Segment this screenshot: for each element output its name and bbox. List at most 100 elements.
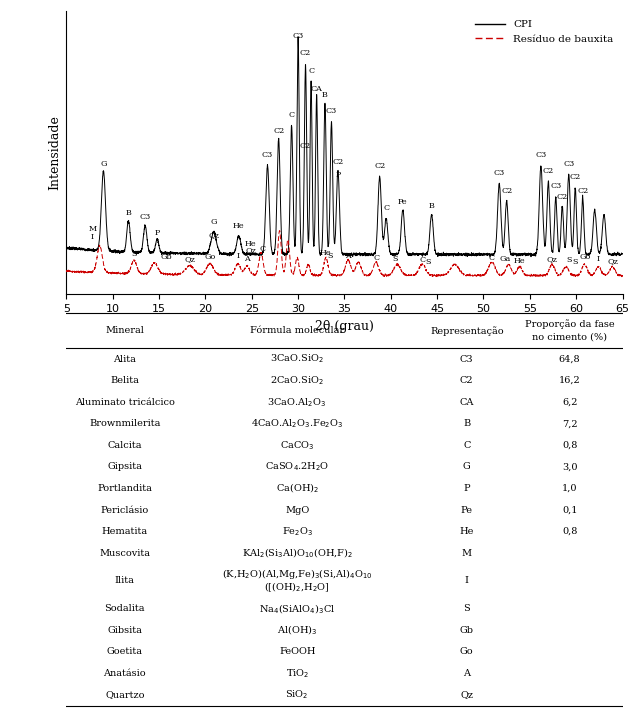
Text: Anatásio: Anatásio <box>104 669 146 678</box>
Text: S: S <box>392 255 398 263</box>
Text: Go: Go <box>204 253 216 261</box>
Text: G: G <box>463 462 471 472</box>
Text: C2: C2 <box>300 49 311 58</box>
Text: 3,0: 3,0 <box>562 462 578 472</box>
Text: He: He <box>233 222 245 230</box>
Text: Sodalita: Sodalita <box>104 604 145 613</box>
Text: C3: C3 <box>262 151 273 159</box>
Text: 16,2: 16,2 <box>559 376 581 385</box>
Text: He: He <box>459 527 474 536</box>
Text: Go: Go <box>460 647 473 657</box>
Text: Qz: Qz <box>460 690 473 700</box>
Text: Mineral: Mineral <box>106 326 144 335</box>
Text: C2: C2 <box>460 376 473 385</box>
Text: Al(OH)$_3$: Al(OH)$_3$ <box>277 624 317 637</box>
Text: Fe$_2$O$_3$: Fe$_2$O$_3$ <box>282 525 313 538</box>
Text: C2: C2 <box>501 186 513 194</box>
Text: 0,1: 0,1 <box>562 505 578 515</box>
Text: Hematita: Hematita <box>102 527 148 536</box>
Text: P: P <box>336 171 341 179</box>
Text: Qz: Qz <box>608 257 619 265</box>
Text: He: He <box>514 257 525 265</box>
Text: Pe: Pe <box>461 505 473 515</box>
Text: 2CaO.SiO$_2$: 2CaO.SiO$_2$ <box>270 374 324 387</box>
Text: C2: C2 <box>374 162 386 170</box>
Text: B: B <box>126 209 131 217</box>
Text: Na$_4$(SiAlO$_4$)$_3$Cl: Na$_4$(SiAlO$_4$)$_3$Cl <box>259 602 336 616</box>
Text: no cimento (%): no cimento (%) <box>532 333 607 341</box>
Text: G: G <box>100 160 107 168</box>
Text: C3: C3 <box>326 107 337 115</box>
Text: C3: C3 <box>494 169 505 177</box>
Text: Qz: Qz <box>184 255 195 263</box>
Text: Ca(OH)$_2$: Ca(OH)$_2$ <box>276 482 319 495</box>
Text: C3: C3 <box>293 32 304 40</box>
Text: P: P <box>463 484 470 493</box>
Text: TiO$_2$: TiO$_2$ <box>286 667 309 680</box>
Text: C: C <box>374 253 380 261</box>
Text: 6,2: 6,2 <box>562 397 578 407</box>
X-axis label: 2θ (grau): 2θ (grau) <box>315 320 374 333</box>
Text: A: A <box>345 253 351 261</box>
Text: C2: C2 <box>569 174 581 181</box>
Text: C3: C3 <box>563 160 574 168</box>
Text: M: M <box>88 225 96 233</box>
Text: 0,8: 0,8 <box>562 441 578 450</box>
Text: CaCO$_3$: CaCO$_3$ <box>280 439 315 451</box>
Text: Periclásio: Periclásio <box>100 505 149 515</box>
Text: B: B <box>463 419 470 428</box>
Text: S: S <box>328 253 333 261</box>
Text: MgO: MgO <box>285 505 309 515</box>
Text: I: I <box>236 253 240 261</box>
Text: I: I <box>465 577 469 585</box>
Text: C: C <box>383 204 389 212</box>
Text: Qz: Qz <box>209 231 219 239</box>
Text: B: B <box>322 91 328 99</box>
Text: He: He <box>319 248 331 256</box>
Legend: CPI, Resíduo de bauxita: CPI, Resíduo de bauxita <box>471 16 617 48</box>
Text: C2: C2 <box>332 158 344 166</box>
Text: CA: CA <box>311 85 322 93</box>
Text: C: C <box>489 253 495 261</box>
Text: A: A <box>244 255 250 263</box>
Text: CA: CA <box>459 397 474 407</box>
Text: C: C <box>463 441 470 450</box>
Text: KAl$_2$(Si$_3$Al)O$_{10}$(OH,F)$_2$: KAl$_2$(Si$_3$Al)O$_{10}$(OH,F)$_2$ <box>241 546 353 560</box>
Text: Alita: Alita <box>113 354 136 364</box>
Text: C2: C2 <box>557 193 568 202</box>
Text: S: S <box>463 604 470 613</box>
Text: C: C <box>419 256 425 264</box>
Text: Ga: Ga <box>499 256 511 264</box>
Text: Goetita: Goetita <box>107 647 143 657</box>
Text: Pe: Pe <box>398 198 408 206</box>
Text: C2: C2 <box>273 127 284 135</box>
Y-axis label: Intensidade: Intensidade <box>48 115 61 190</box>
Text: C: C <box>308 67 314 75</box>
Text: S: S <box>131 251 137 258</box>
Text: Gb: Gb <box>161 253 173 261</box>
Text: C: C <box>260 245 266 253</box>
Text: G: G <box>210 217 217 225</box>
Text: Calcita: Calcita <box>107 441 142 450</box>
Text: P: P <box>155 229 160 237</box>
Text: C2: C2 <box>577 186 588 194</box>
Text: B: B <box>428 202 435 210</box>
Text: Gipsita: Gipsita <box>107 462 142 472</box>
Text: C3: C3 <box>460 354 473 364</box>
Text: C3: C3 <box>550 182 561 190</box>
Text: Ilita: Ilita <box>115 577 135 585</box>
Text: I: I <box>91 233 94 241</box>
Text: Go: Go <box>580 253 591 261</box>
Text: S: S <box>425 258 430 266</box>
Text: CaSO$_4$.2H$_2$O: CaSO$_4$.2H$_2$O <box>265 461 329 473</box>
Text: S: S <box>573 258 578 266</box>
Text: Qz: Qz <box>547 256 557 264</box>
Text: Muscovita: Muscovita <box>99 549 150 558</box>
Text: Representação: Representação <box>430 325 504 336</box>
Text: Proporção da fase: Proporção da fase <box>525 320 614 329</box>
Text: Gb: Gb <box>460 626 474 635</box>
Text: Gibsita: Gibsita <box>107 626 142 635</box>
Text: Aluminato tricálcico: Aluminato tricálcico <box>75 397 174 407</box>
Text: 4CaO.Al$_2$O$_3$.Fe$_2$O$_3$: 4CaO.Al$_2$O$_3$.Fe$_2$O$_3$ <box>251 418 343 430</box>
Text: ([(OH)$_2$,H$_2$O]: ([(OH)$_2$,H$_2$O] <box>264 581 330 595</box>
